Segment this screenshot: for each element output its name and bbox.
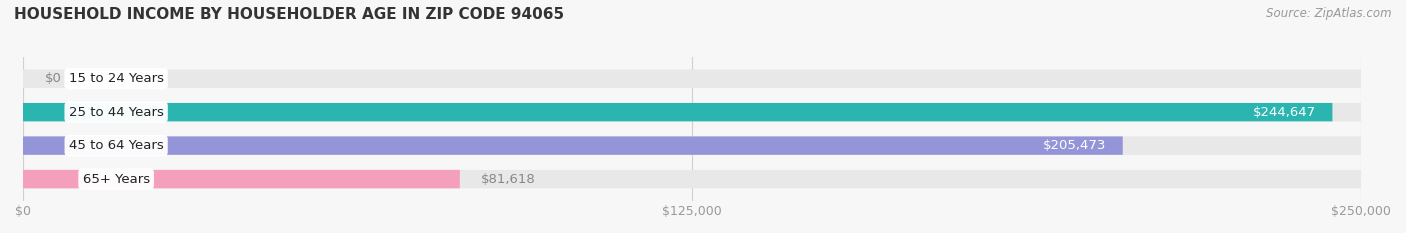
FancyBboxPatch shape: [22, 136, 1123, 155]
Text: 45 to 64 Years: 45 to 64 Years: [69, 139, 163, 152]
Text: 25 to 44 Years: 25 to 44 Years: [69, 106, 163, 119]
FancyBboxPatch shape: [22, 136, 1361, 155]
FancyBboxPatch shape: [22, 103, 1361, 121]
Text: $0: $0: [45, 72, 62, 85]
FancyBboxPatch shape: [22, 69, 1361, 88]
FancyBboxPatch shape: [22, 170, 1361, 188]
Text: Source: ZipAtlas.com: Source: ZipAtlas.com: [1267, 7, 1392, 20]
Text: 65+ Years: 65+ Years: [83, 173, 149, 185]
Text: $244,647: $244,647: [1253, 106, 1316, 119]
Text: $205,473: $205,473: [1043, 139, 1107, 152]
FancyBboxPatch shape: [22, 103, 1333, 121]
Text: HOUSEHOLD INCOME BY HOUSEHOLDER AGE IN ZIP CODE 94065: HOUSEHOLD INCOME BY HOUSEHOLDER AGE IN Z…: [14, 7, 564, 22]
FancyBboxPatch shape: [22, 170, 460, 188]
Text: $81,618: $81,618: [481, 173, 536, 185]
Text: 15 to 24 Years: 15 to 24 Years: [69, 72, 163, 85]
